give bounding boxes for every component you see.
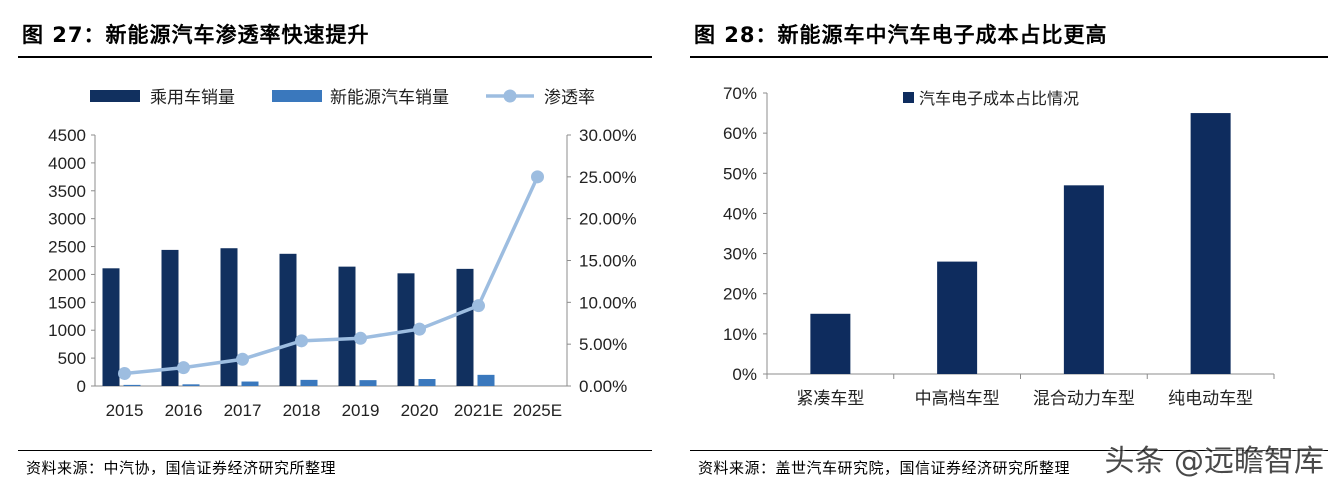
bar-nev-sales: [182, 384, 200, 386]
y-tick-label: 0%: [732, 365, 757, 384]
penetration-point: [177, 361, 190, 375]
y-right-tick-label: 0.00%: [579, 377, 627, 396]
watermark: 头条 @远瞻智库: [1104, 444, 1324, 479]
footer-divider: [18, 450, 652, 451]
x-tick-label: 中高档车型: [915, 389, 1000, 409]
y-left-tick-label: 1500: [48, 293, 86, 312]
y-right-tick-label: 5.00%: [579, 335, 627, 354]
penetration-point: [236, 352, 249, 366]
bar-passenger-sales: [456, 268, 474, 386]
y-left-tick-label: 4000: [48, 154, 86, 173]
electronics-cost-chart: 70% 60% 50% 40% 30% 20% 10% 0% 紧凑车型 中高档车型 混合动力车型 纯电…: [723, 84, 1275, 409]
legend-swatch: [903, 92, 914, 103]
bar-electronics-cost-share: [1063, 185, 1104, 374]
source-note: 资料来源：盖世汽车研究院，国信证券经济研究所整理: [698, 459, 1071, 477]
x-tick-label: 2016: [165, 401, 203, 420]
bar-electronics-cost-share: [810, 313, 851, 374]
y-right-tick-label: 20.00%: [579, 210, 637, 229]
y-tick-label: 40%: [723, 204, 757, 223]
y-left-tick-label: 3000: [48, 210, 86, 229]
legend-swatch-nev-sales: [272, 90, 322, 102]
y-right-tick-label: 30.00%: [579, 126, 637, 145]
penetration-point: [354, 331, 367, 345]
x-tick-label: 2025E: [513, 401, 562, 420]
legend-label-passenger-sales: 乘用车销量: [150, 88, 235, 108]
bar-nev-sales: [477, 374, 495, 386]
x-tick-label: 2019: [342, 401, 380, 420]
x-tick-label: 2020: [401, 401, 439, 420]
x-tick-label: 混合动力车型: [1033, 389, 1135, 409]
y-left-tick-label: 4500: [48, 126, 86, 145]
y-left-tick-label: 3500: [48, 182, 86, 201]
y-tick-label: 70%: [723, 84, 757, 103]
legend-swatch-passenger-sales: [90, 90, 140, 102]
y-left-tick-label: 2500: [48, 238, 86, 257]
legend-label-nev-sales: 新能源汽车销量: [330, 88, 449, 108]
figure-title: 图 27：新能源汽车渗透率快速提升: [22, 23, 370, 47]
penetration-line: [124, 176, 540, 376]
y-tick-label: 30%: [723, 245, 757, 264]
bar-nev-sales: [241, 381, 259, 386]
legend-label: 汽车电子成本占比情况: [919, 89, 1079, 108]
x-tick-label: 纯电动车型: [1168, 389, 1253, 409]
figure-title-bar: 图 27：新能源汽车渗透率快速提升: [18, 10, 652, 58]
bar-passenger-sales: [338, 266, 356, 386]
penetration-chart: 4500 4000 3500 3000 2500 2000 1500 1000 500 0 30.0…: [48, 88, 637, 420]
x-tick-label: 2015: [106, 401, 144, 420]
bar-nev-sales: [359, 380, 377, 386]
y-tick-label: 10%: [723, 325, 757, 344]
legend-label-penetration: 渗透率: [544, 88, 595, 108]
y-tick-label: 50%: [723, 164, 757, 183]
x-tick-label: 2021E: [454, 401, 503, 420]
legend-marker-penetration: [503, 89, 517, 103]
y-left-tick-label: 2000: [48, 265, 86, 284]
source-note: 资料来源：中汽协，国信证券经济研究所整理: [26, 459, 337, 477]
chart-panel-penetration: 图 27：新能源汽车渗透率快速提升 4500 4000 3500 3000 2500 20…: [0, 0, 660, 493]
bar-nev-sales: [300, 379, 318, 386]
footer-divider: [690, 450, 1328, 451]
bar-nev-sales: [418, 379, 436, 386]
penetration-point: [118, 366, 131, 380]
figure-title-bar: 图 28：新能源车中汽车电子成本占比更高: [690, 10, 1328, 58]
bar-passenger-sales: [279, 253, 297, 386]
y-right-tick-label: 25.00%: [579, 168, 637, 187]
bar-nev-sales: [123, 384, 141, 386]
penetration-point: [413, 322, 426, 336]
y-right-tick-label: 10.00%: [579, 293, 637, 312]
y-tick-label: 20%: [723, 285, 757, 304]
chart-panel-electronics-cost: 图 28：新能源车中汽车电子成本占比更高 70% 60% 50% 40% 30% 20% 1…: [672, 0, 1336, 493]
penetration-point: [472, 299, 485, 313]
y-left-tick-label: 500: [58, 349, 86, 368]
y-right-tick-label: 15.00%: [579, 252, 637, 271]
bar-passenger-sales: [161, 249, 179, 386]
x-tick-label: 紧凑车型: [796, 389, 864, 409]
x-tick-label: 2018: [283, 401, 321, 420]
penetration-point: [295, 334, 308, 348]
bar-passenger-sales: [102, 268, 120, 386]
y-left-tick-label: 0: [77, 377, 86, 396]
y-tick-label: 60%: [723, 124, 757, 143]
x-tick-label: 2017: [224, 401, 262, 420]
bar-electronics-cost-share: [937, 261, 978, 374]
y-left-tick-label: 1000: [48, 321, 86, 340]
penetration-point: [531, 170, 544, 184]
bar-passenger-sales: [220, 248, 238, 386]
bar-electronics-cost-share: [1190, 113, 1231, 375]
figure-title: 图 28：新能源车中汽车电子成本占比更高: [694, 23, 1108, 47]
